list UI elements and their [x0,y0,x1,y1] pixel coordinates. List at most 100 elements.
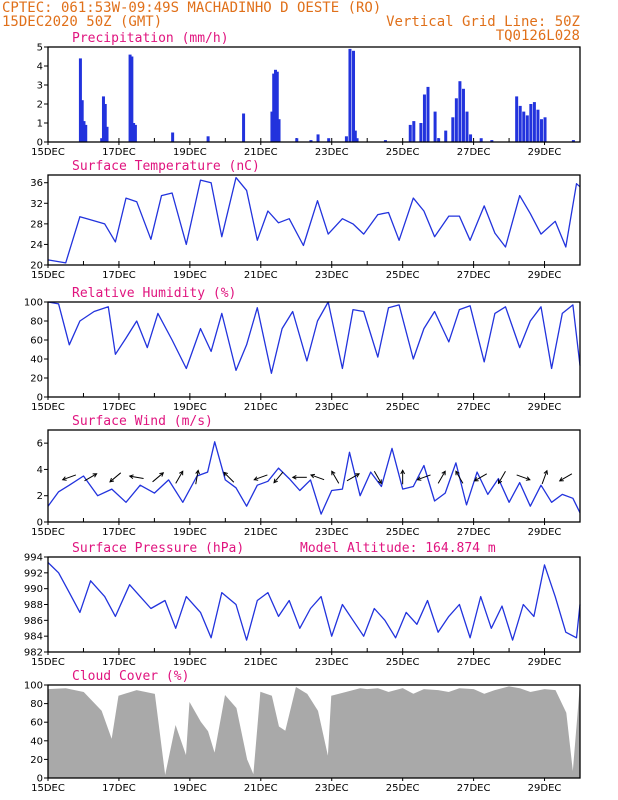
wind-ytick-label: 4 [37,465,43,476]
precipitation-bar [78,58,82,142]
cloud-cover-xtick-label: 17DEC [102,783,136,794]
wind-arrow [346,473,360,482]
pressure-xtick-label: 25DEC [386,657,420,668]
precipitation-xtick-label: 29DEC [528,147,562,158]
humidity-ytick-label: 20 [30,374,43,385]
precipitation-bar [105,126,109,142]
precipitation-xtick-label: 25DEC [386,147,420,158]
precipitation-bar [490,140,494,142]
pressure-line [47,562,581,641]
header-grid-note: Vertical Grid Line: 50Z [386,14,580,30]
pressure-xtick-label: 27DEC [457,657,491,668]
wind-arrow [516,474,531,481]
pressure-xtick-label: 19DEC [173,657,207,668]
temperature-xtick-label: 25DEC [386,270,420,281]
wind-xtick-label: 29DEC [528,527,562,538]
temperature-frame [47,174,581,266]
wind-arrow [455,470,464,484]
precipitation-frame [47,46,581,143]
pressure-xtick-label: 17DEC [102,657,136,668]
humidity-ytick-label: 100 [24,298,43,309]
header-location: CPTEC: 061:53W-09:49S MACHADINHO D OESTE… [2,0,381,16]
pressure-xtick-label: 23DEC [315,657,349,668]
humidity-title: Relative Humidity (%) [72,286,236,301]
temperature-xtick-label: 21DEC [244,270,278,281]
wind-xtick-label: 19DEC [173,527,207,538]
precipitation-bar [100,138,104,142]
cloud-cover-xtick-label: 27DEC [457,783,491,794]
cloud-cover-ytick-label: 20 [30,755,43,766]
temperature-xtick-label: 19DEC [173,270,207,281]
precipitation-bar [454,98,458,142]
temperature-ytick-label: 20 [30,261,43,272]
cloud-cover-ytick-label: 60 [30,718,43,729]
wind-arrow [152,472,165,483]
wind-arrow [373,471,382,485]
humidity-xtick-label: 15DEC [31,402,65,413]
precipitation-bar [80,100,84,142]
temperature-ytick-label: 24 [30,240,43,251]
humidity-line [47,301,581,374]
header-date: 15DEC2020 50Z (GMT) [2,14,162,30]
wind-arrow [253,474,268,481]
wind-arrow [331,470,340,484]
precipitation-bar [444,130,448,142]
humidity-ytick-label: 60 [30,336,43,347]
precipitation-bar [518,105,522,142]
wind-panel: 0 2 4 6 15DEC 17DEC 19DEC 21DEC 23DEC 25DEC 27DEC 2… [31,414,581,538]
wind-xtick-label: 27DEC [457,527,491,538]
precipitation-bar [532,102,536,142]
wind-arrow [497,471,506,485]
precipitation-bar [273,69,277,142]
humidity-xtick-label: 27DEC [457,402,491,413]
wind-arrow [175,470,184,484]
precipitation-bar [458,81,462,142]
humidity-xtick-label: 23DEC [315,402,349,413]
temperature-xtick-label: 15DEC [31,270,65,281]
humidity-xtick-label: 17DEC [102,402,136,413]
temperature-line [47,176,581,264]
precipitation-bar [272,73,276,142]
pressure-xtick-label: 15DEC [31,657,65,668]
wind-arrow [541,469,549,485]
cloud-cover-ytick-label: 0 [37,774,43,785]
humidity-ytick-label: 0 [37,393,43,404]
pressure-annotation: Model Altitude: 164.874 m [300,541,496,556]
precipitation-bar [130,56,134,142]
precipitation-bar [327,138,331,142]
cloud-cover-xtick-label: 29DEC [528,783,562,794]
wind-arrow [273,471,284,484]
precipitation-bar [536,109,540,142]
cloud-cover-area [47,686,581,779]
pressure-xtick-label: 21DEC [244,657,278,668]
precipitation-bar [84,124,88,142]
temperature-ytick-label: 36 [30,178,43,189]
wind-xtick-label: 17DEC [102,527,136,538]
header-model: TQ0126L028 [496,28,580,44]
wind-arrow [109,472,122,483]
temperature-xtick-label: 17DEC [102,270,136,281]
precipitation-ytick-label: 5 [37,43,43,54]
humidity-xtick-label: 21DEC [244,402,278,413]
precipitation-bar [419,123,423,142]
precipitation-ytick-label: 1 [37,119,43,130]
wind-arrow [437,470,446,484]
precipitation-bar [571,140,575,142]
precipitation-bar [206,136,210,142]
precipitation-bar [270,111,274,142]
wind-xtick-label: 25DEC [386,527,420,538]
precipitation-xtick-label: 17DEC [102,147,136,158]
precipitation-bar [309,140,313,142]
pressure-ytick-label: 986 [24,616,43,627]
precipitation-bar [171,132,175,142]
pressure-ytick-label: 992 [24,568,43,579]
pressure-ytick-label: 988 [24,600,43,611]
panels: 0 1 2 3 4 5 15DEC 17DEC 19DEC 21DEC 23DEC 25DEC 27DE… [24,31,581,794]
precipitation-bar [408,124,412,142]
precipitation-bar [437,138,441,142]
precipitation-bar [529,104,533,142]
precipitation-xtick-label: 27DEC [457,147,491,158]
wind-title: Surface Wind (m/s) [72,414,213,429]
precipitation-bar [355,138,359,142]
precipitation-bar [383,140,387,142]
